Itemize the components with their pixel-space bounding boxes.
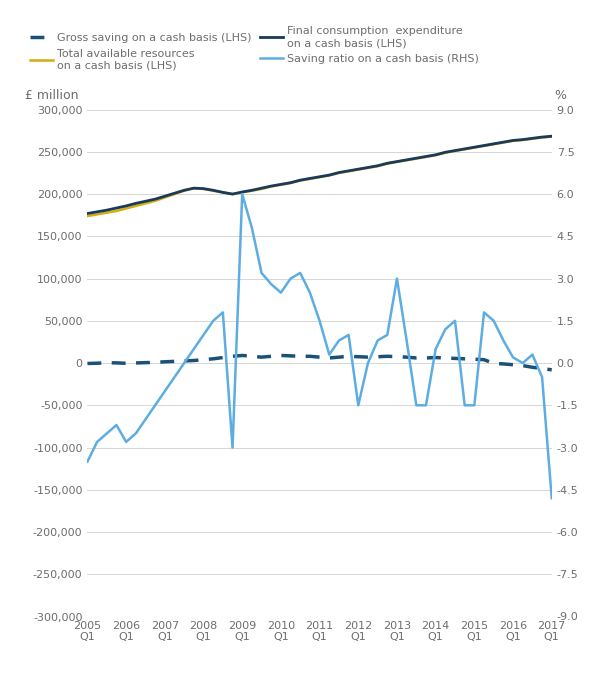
Legend: Gross saving on a cash basis (LHS), Total available resources
on a cash basis (L: Gross saving on a cash basis (LHS), Tota… xyxy=(30,27,479,71)
Text: £ million: £ million xyxy=(25,89,78,102)
Text: %: % xyxy=(554,89,566,102)
